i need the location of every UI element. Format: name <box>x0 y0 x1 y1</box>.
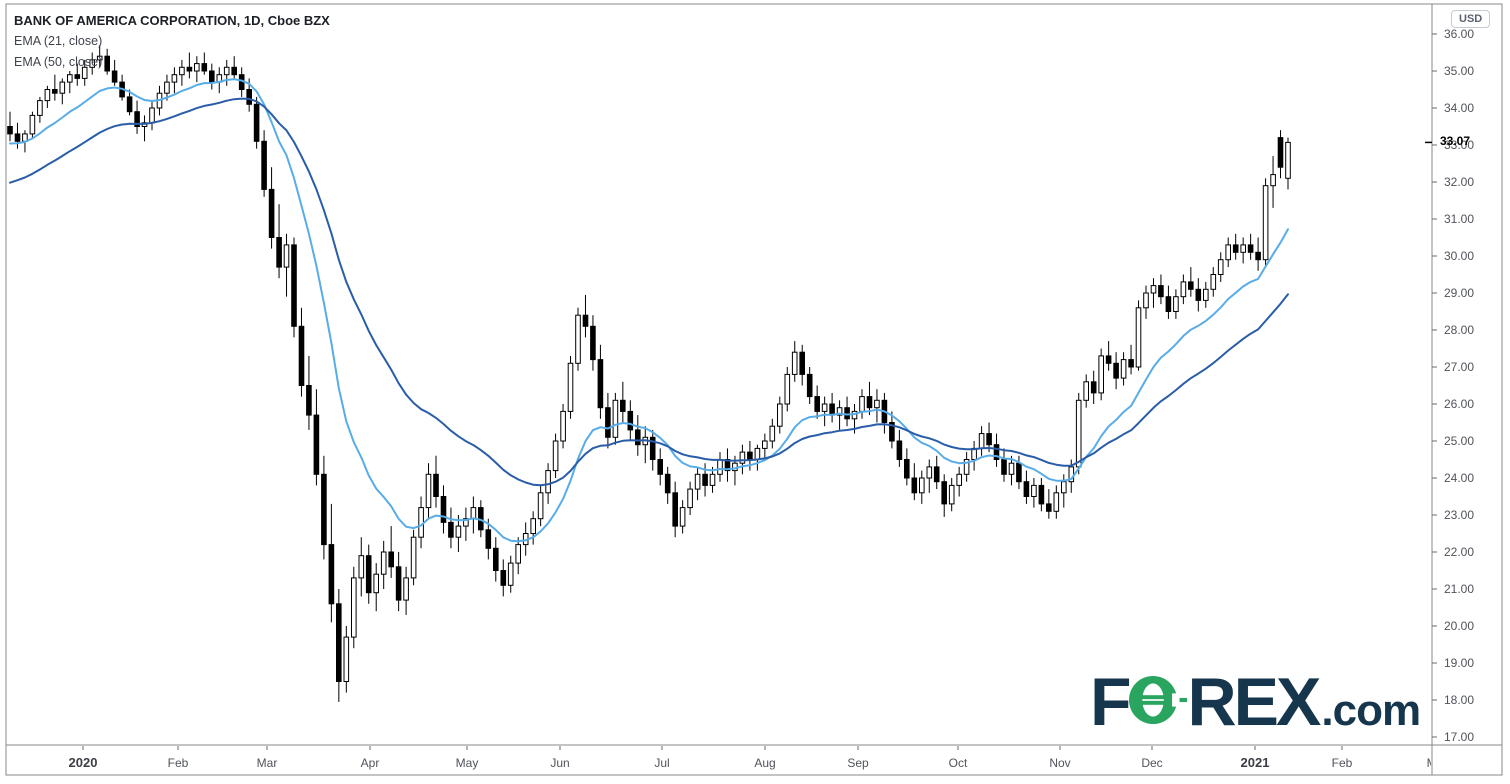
plot-area[interactable] <box>7 45 1432 702</box>
svg-text:18.00: 18.00 <box>1444 693 1474 707</box>
svg-text:2020: 2020 <box>69 755 98 770</box>
price-axis[interactable]: 36.00 35.00 34.00 33.00 32.00 31.00 30.00 29.00… <box>1432 27 1474 744</box>
svg-text:30.00: 30.00 <box>1444 249 1474 263</box>
svg-text:26.00: 26.00 <box>1444 397 1474 411</box>
svg-text:25.00: 25.00 <box>1444 434 1474 448</box>
svg-text:21.00: 21.00 <box>1444 582 1474 596</box>
chart-frame <box>5 3 1503 776</box>
symbol-title[interactable]: BANK OF AMERICA CORPORATION, 1D, Cboe BZ… <box>14 13 330 28</box>
svg-text:34.00: 34.00 <box>1444 101 1474 115</box>
svg-text:36.00: 36.00 <box>1444 27 1474 41</box>
logo-domain: .com <box>1321 685 1421 735</box>
svg-text:24.00: 24.00 <box>1444 471 1474 485</box>
logo-letters-rex: REX <box>1187 663 1322 740</box>
indicator-label-ema21[interactable]: EMA (21, close) <box>14 34 103 48</box>
last-price-label: 33.07 <box>1440 134 1471 149</box>
svg-text:35.00: 35.00 <box>1444 64 1474 78</box>
svg-text:Mar: Mar <box>257 756 278 770</box>
svg-text:Mar: Mar <box>1427 756 1448 770</box>
svg-text:2021: 2021 <box>1241 755 1270 770</box>
svg-text:28.00: 28.00 <box>1444 323 1474 337</box>
svg-text:Jul: Jul <box>654 756 669 770</box>
svg-text:Dec: Dec <box>1141 756 1162 770</box>
svg-text:27.00: 27.00 <box>1444 360 1474 374</box>
svg-text:Feb: Feb <box>1332 756 1353 770</box>
svg-text:17.00: 17.00 <box>1444 730 1474 744</box>
svg-text:31.00: 31.00 <box>1444 212 1474 226</box>
svg-text:20.00: 20.00 <box>1444 619 1474 633</box>
svg-text:Sep: Sep <box>847 756 869 770</box>
svg-text:Oct: Oct <box>949 756 968 770</box>
logo-letter-f: F <box>1090 663 1132 740</box>
forex-logo-coin-icon <box>1128 675 1187 725</box>
forex-watermark: F REX .com <box>1090 663 1421 740</box>
svg-text:32.00: 32.00 <box>1444 175 1474 189</box>
svg-text:Aug: Aug <box>754 756 775 770</box>
chart-legend: BANK OF AMERICA CORPORATION, 1D, Cboe BZ… <box>14 10 330 73</box>
svg-text:Jun: Jun <box>550 756 569 770</box>
indicator-label-ema50[interactable]: EMA (50, close) <box>14 55 103 69</box>
svg-text:23.00: 23.00 <box>1444 508 1474 522</box>
svg-text:29.00: 29.00 <box>1444 286 1474 300</box>
svg-text:May: May <box>456 756 479 770</box>
svg-text:Apr: Apr <box>361 756 380 770</box>
svg-text:33.00: 33.00 <box>1444 138 1474 152</box>
svg-text:19.00: 19.00 <box>1444 656 1474 670</box>
svg-text:Feb: Feb <box>168 756 189 770</box>
svg-text:22.00: 22.00 <box>1444 545 1474 559</box>
currency-badge[interactable]: USD <box>1451 10 1491 28</box>
time-axis[interactable]: 2020 Feb Mar Apr May Jun Jul Aug Sep Oct Nov Dec 202… <box>69 745 1448 770</box>
svg-text:Nov: Nov <box>1049 756 1070 770</box>
